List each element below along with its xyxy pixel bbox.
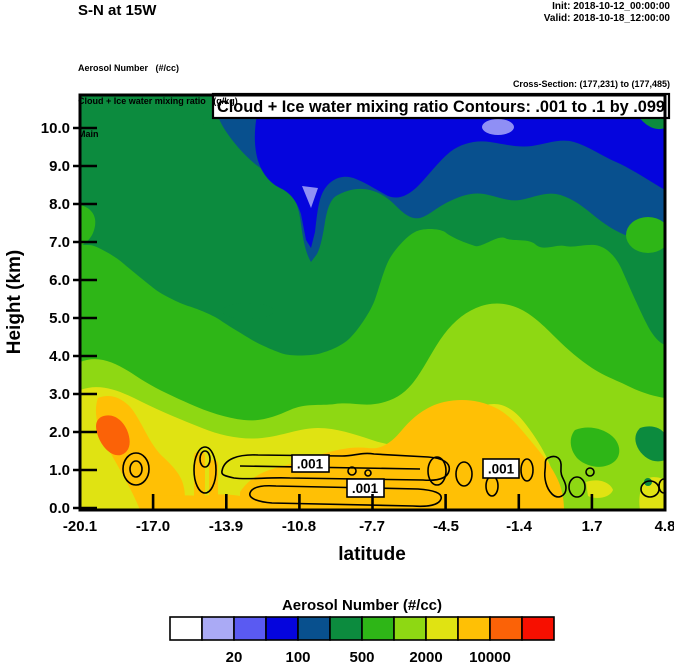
region-green-notch-left-edge (80, 205, 96, 246)
filled-contour-field: .001 .001 .001 (80, 95, 665, 510)
plot-frame (78, 93, 667, 512)
x-tick-5: -4.5 (433, 518, 459, 535)
contour-label-box-3 (482, 458, 520, 479)
x-axis-ticks (78, 494, 667, 509)
contour-label-3: .001 (488, 462, 515, 477)
colorbar-cell-8 (425, 616, 459, 641)
colorbar-cell-11 (521, 616, 555, 641)
contour-label-1: .001 (297, 457, 324, 472)
region-yellow-blob-right (586, 480, 613, 498)
colorbar-cell-7 (393, 616, 427, 641)
colorbar-cell-5 (329, 616, 363, 641)
colorbar-label-500: 500 (349, 649, 374, 666)
region-green-patch-bottomright (570, 427, 620, 467)
y-tick-5: 5.0 (49, 310, 70, 327)
colorbar-cell-3 (265, 616, 299, 641)
y-tick-3: 3.0 (49, 386, 70, 403)
colorbar-cell-0 (169, 616, 203, 641)
colorbar-cell-10 (489, 616, 523, 641)
region-orange-maximum (96, 415, 130, 456)
region-blue-minimum (254, 96, 665, 248)
x-tick-labels: -20.1 -17.0 -13.9 -10.8 -7.7 -4.5 -1.4 1… (63, 518, 674, 535)
colorbar-cells (169, 616, 555, 641)
region-dark-green-bump-topleft (183, 95, 216, 126)
field-line-domain: Main (78, 129, 99, 139)
x-tick-0: -20.1 (63, 518, 97, 535)
region-violet-pocket-top (482, 119, 514, 135)
x-tick-3: -10.8 (282, 518, 316, 535)
colorbar-labels: 20 100 500 2000 10000 (226, 649, 511, 666)
page-title: S-N at 15W (78, 2, 157, 19)
x-axis-label: latitude (338, 544, 406, 565)
y-tick-0: 0.0 (49, 500, 70, 517)
cross-section-coords: Cross-Section: (177,231) to (177,485) (512, 79, 670, 89)
colorbar-label-10000: 10000 (469, 649, 511, 666)
x-tick-7: 1.7 (582, 518, 603, 535)
overlay-title-box: Cloud + Ice water mixing ratio Contours:… (211, 92, 671, 120)
overlay-title: Cloud + Ice water mixing ratio Contours:… (217, 98, 665, 116)
y-axis-label: Height (km) (4, 250, 25, 355)
region-violet-pocket-center (302, 186, 318, 208)
x-tick-6: -1.4 (506, 518, 533, 535)
contour-label-box-1 (291, 454, 330, 473)
y-axis-ticks (73, 126, 97, 510)
colorbar-cell-1 (201, 616, 235, 641)
region-green-notch-right-edge (626, 217, 665, 253)
y-tick-10: 10.0 (41, 120, 70, 137)
colorbar-label-2000: 2000 (409, 649, 442, 666)
field-line-cloud-ice: Cloud + Ice water mixing ratio (g/kg) (78, 96, 238, 106)
y-tick-4: 4.0 (49, 348, 70, 365)
y-tick-labels: 0.0 1.0 2.0 3.0 4.0 5.0 6.0 7.0 8.0 9.0 … (41, 120, 70, 517)
y-tick-7: 7.0 (49, 234, 70, 251)
contour-labels: .001 .001 .001 (291, 454, 520, 498)
y-tick-9: 9.0 (49, 158, 70, 175)
colorbar-label-100: 100 (285, 649, 310, 666)
y-tick-1: 1.0 (49, 462, 70, 479)
x-tick-8: 4.8 (655, 518, 674, 535)
x-tick-4: -7.7 (359, 518, 385, 535)
colorbar-cell-2 (233, 616, 267, 641)
region-amber-bottom-strip (150, 494, 252, 510)
init-time: Init: 2018-10-12_00:00:00 (552, 1, 670, 12)
colorbar-title: Aerosol Number (#/cc) (282, 597, 442, 614)
field-legend: Aerosol Number (#/cc) Cloud + Ice water … (78, 41, 238, 162)
region-dark-green-patch-bottomright (635, 426, 665, 462)
contour-label-box-2 (346, 478, 385, 498)
colorbar-cell-6 (361, 616, 395, 641)
x-tick-1: -17.0 (136, 518, 170, 535)
model-times: Init: 2018-10-12_00:00:00 Valid: 2018-10… (544, 1, 670, 25)
y-tick-8: 8.0 (49, 196, 70, 213)
field-line-aerosol: Aerosol Number (#/cc) (78, 63, 180, 73)
colorbar-cell-4 (297, 616, 331, 641)
colorbar-cell-9 (457, 616, 491, 641)
region-dark-green-island (222, 303, 274, 319)
contour-label-2: .001 (352, 481, 379, 496)
x-tick-2: -13.9 (209, 518, 243, 535)
y-tick-6: 6.0 (49, 272, 70, 289)
colorbar-label-20: 20 (226, 649, 243, 666)
valid-time: Valid: 2018-10-18_12:00:00 (543, 13, 670, 24)
y-tick-2: 2.0 (49, 424, 70, 441)
colorbar: Aerosol Number (#/cc) 20 100 500 2000 (169, 597, 555, 666)
